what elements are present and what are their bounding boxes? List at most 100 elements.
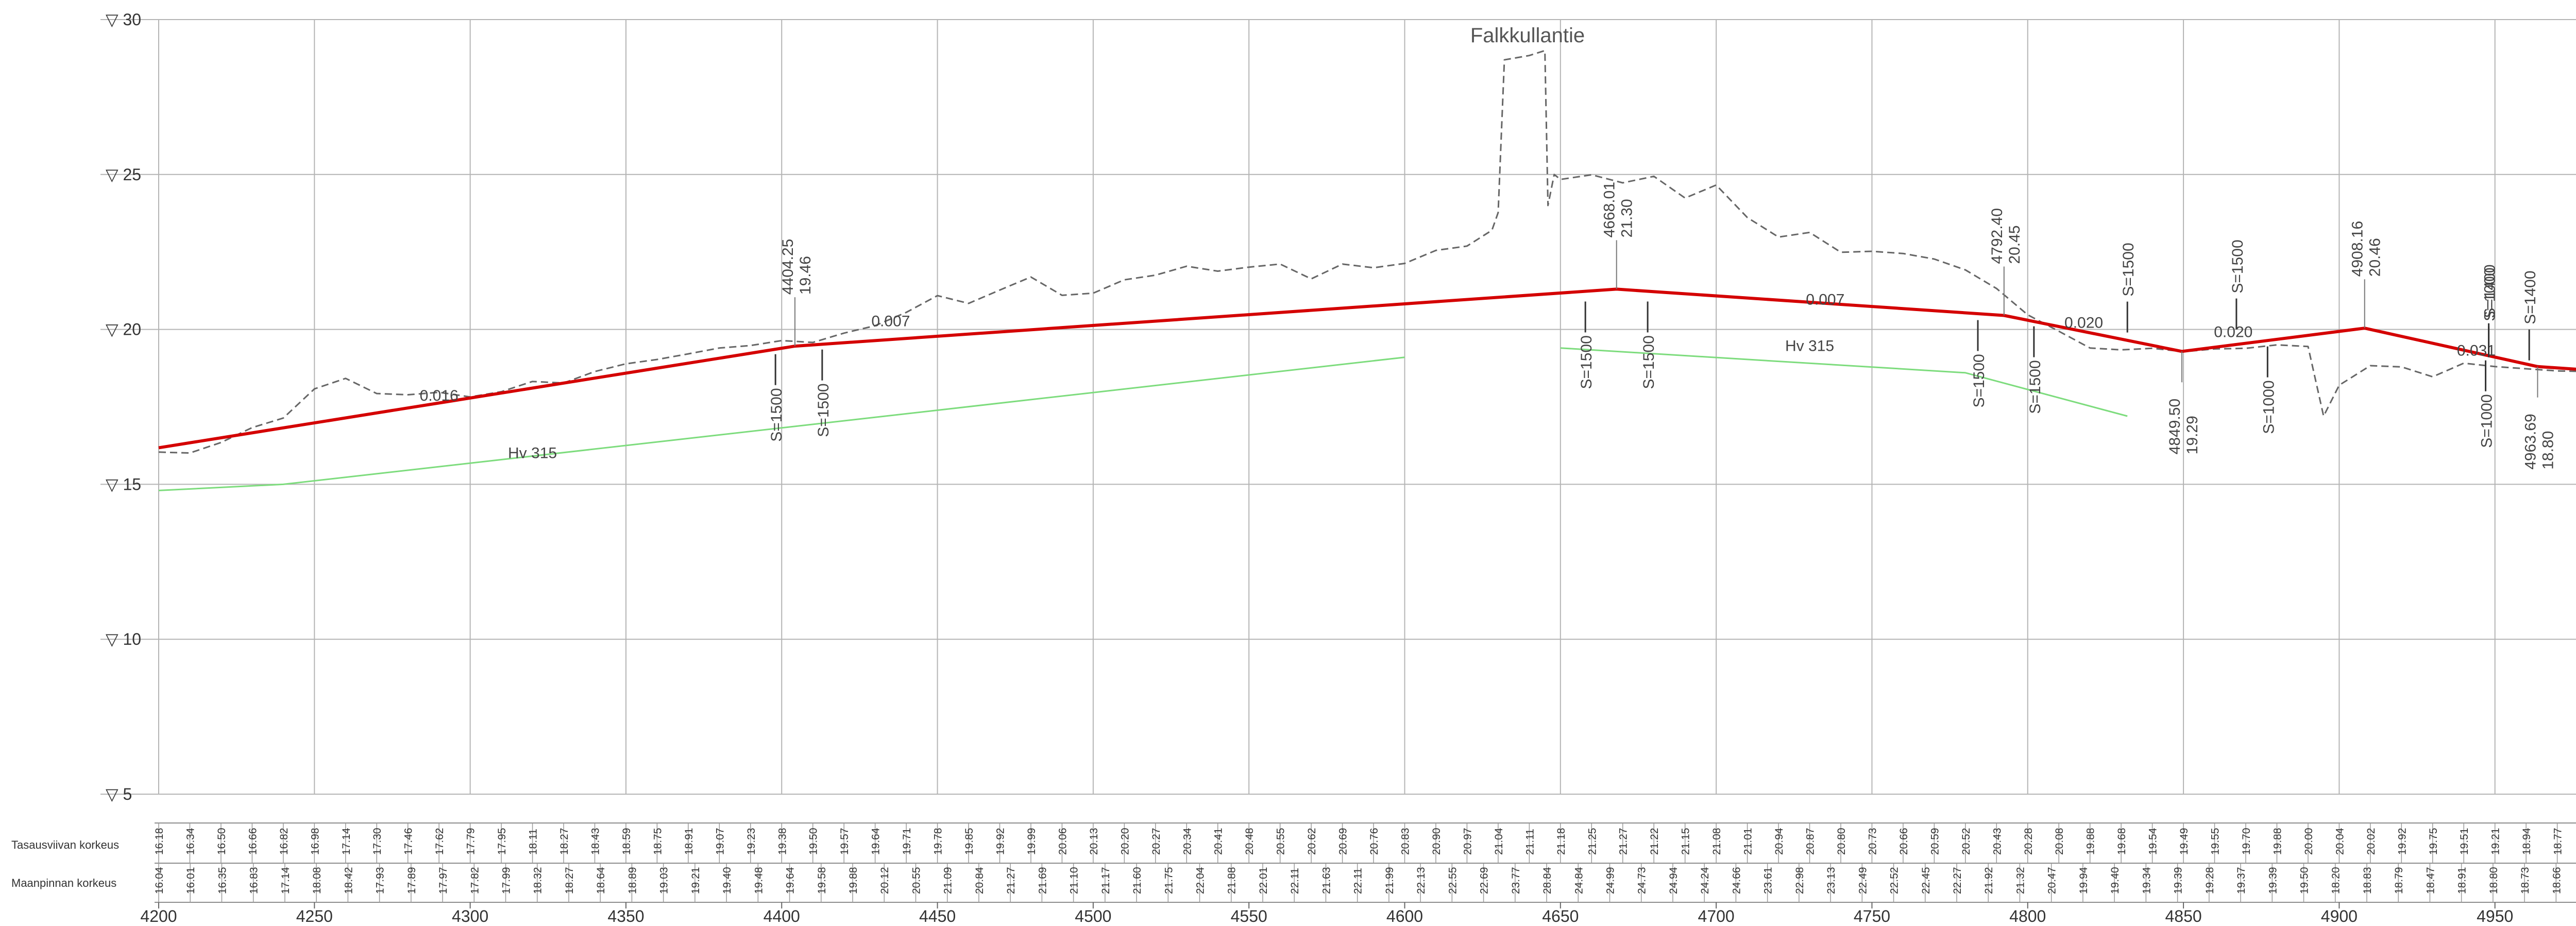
table-cell-tasausviiva: 20.41	[1213, 828, 1225, 855]
table-cell-maanpinta: 20.84	[974, 867, 986, 894]
table-cell-maanpinta: 22.11	[1289, 868, 1301, 894]
table-cell-tasausviiva: 20.28	[2023, 828, 2035, 855]
station-scale: 4200 4250 4300 4350 4400 4450 4500 4550 4600 4650…	[140, 902, 2513, 925]
table-cell-maanpinta: 22.49	[1857, 867, 1869, 894]
station-label: 4350	[607, 907, 644, 925]
table-cell-maanpinta: 22.27	[1952, 867, 1963, 894]
table-cell-maanpinta: 19.39	[2267, 867, 2279, 894]
table-cell-maanpinta: 24.24	[1699, 867, 1711, 894]
table-cell-maanpinta: 19.64	[785, 867, 796, 894]
table-cell-maanpinta: 22.01	[1258, 867, 1269, 894]
table-cell-tasausviiva: 19.71	[901, 828, 913, 855]
profile-lines	[158, 49, 2576, 491]
table-cell-tasausviiva: 20.52	[1960, 828, 1972, 855]
grade-label: 0.007	[1806, 291, 1844, 308]
table-cell-maanpinta: 16.35	[216, 867, 228, 894]
table-cell-tasausviiva: 19.68	[2116, 828, 2128, 855]
table-cell-maanpinta: 24.94	[1668, 867, 1680, 894]
table-cell-tasausviiva: 21.18	[1555, 828, 1567, 855]
table-cell-tasausviiva: 17.46	[403, 828, 415, 855]
radius-label: S=1500	[2229, 239, 2246, 293]
table-cell-maanpinta: 22.69	[1479, 867, 1490, 894]
table-cell-maanpinta: 23.13	[1825, 867, 1837, 894]
table-cell-maanpinta: 18.27	[564, 867, 575, 894]
station-label: 4200	[140, 907, 177, 925]
radius-label: S=1000	[2260, 380, 2277, 434]
table-cell-maanpinta: 22.04	[1195, 867, 1207, 894]
table-cell-tasausviiva: 21.22	[1649, 828, 1660, 855]
table-cell-tasausviiva: 20.66	[1898, 828, 1910, 855]
secondary-line-label: Hv 315	[508, 444, 557, 461]
table-cell-maanpinta: 19.03	[658, 867, 670, 894]
table-cell-tasausviiva: 17.79	[465, 828, 477, 855]
table-cell-maanpinta: 18.20	[2330, 867, 2342, 894]
table-cell-maanpinta: 18.47	[2425, 867, 2436, 894]
table-cell-maanpinta: 19.37	[2235, 867, 2247, 894]
vertex-height-label: 18.80	[2539, 431, 2556, 470]
table-cell-maanpinta: 19.40	[721, 867, 733, 894]
table-cell-maanpinta: 16.04	[154, 867, 165, 894]
table-cell-tasausviiva: 20.62	[1306, 828, 1318, 855]
table-cell-tasausviiva: 19.64	[870, 828, 882, 855]
table-cell-tasausviiva: 20.48	[1244, 828, 1256, 855]
table-cell-tasausviiva: 20.69	[1337, 828, 1349, 855]
table-cell-tasausviiva: 19.54	[2147, 828, 2159, 855]
table-cell-tasausviiva: 20.06	[1057, 828, 1069, 855]
table-cell-maanpinta: 21.17	[1100, 867, 1112, 894]
elevation-table: Tasausviivan korkeus Maanpinnan korkeus …	[11, 822, 2576, 903]
table-cell-tasausviiva: 19.88	[2085, 828, 2097, 855]
grid	[100, 19, 2576, 795]
table-cell-tasausviiva: 19.07	[714, 828, 726, 855]
table-cell-maanpinta: 19.28	[2204, 867, 2216, 894]
radius-label: S=1500	[2027, 360, 2044, 414]
table-cell-maanpinta: 22.13	[1415, 867, 1427, 894]
table-cell-maanpinta: 19.39	[2173, 867, 2184, 894]
vertex-station-label: 4792.40	[1989, 208, 2006, 264]
table-cell-maanpinta: 22.55	[1447, 867, 1459, 894]
table-cell-tasausviiva: 20.87	[1805, 828, 1817, 855]
vertex-height-label: 21.30	[1619, 199, 1636, 237]
station-label: 4800	[2009, 907, 2046, 925]
table-cell-maanpinta: 18.42	[343, 867, 354, 894]
elevation-label: ▽ 20	[106, 320, 141, 339]
table-cell-maanpinta: 18.64	[595, 867, 607, 894]
radius-label: S=1500	[1578, 335, 1595, 389]
table-cell-tasausviiva: 20.08	[2054, 828, 2065, 855]
station-label: 4400	[764, 907, 800, 925]
table-cell-tasausviiva: 19.75	[2428, 828, 2439, 855]
radius-label: S=1400	[2522, 270, 2539, 324]
elevation-label: ▽ 5	[106, 785, 132, 803]
table-cell-tasausviiva: 19.88	[2272, 828, 2283, 855]
table-cell-maanpinta: 21.60	[1131, 867, 1143, 894]
table-cell-maanpinta: 17.93	[375, 867, 386, 894]
table-cell-tasausviiva: 18.75	[652, 828, 664, 855]
vertex-station-label: 4908.16	[2349, 221, 2366, 277]
table-cell-maanpinta: 21.88	[1226, 867, 1238, 894]
table-cell-maanpinta: 20.12	[879, 867, 891, 894]
vertex-station-label: 4849.50	[2166, 399, 2183, 454]
table-cell-maanpinta: 17.99	[501, 867, 513, 894]
table-cell-tasausviiva: 20.04	[2334, 828, 2346, 855]
table-cell-tasausviiva: 16.98	[309, 828, 321, 855]
table-cell-tasausviiva: 20.55	[1275, 828, 1287, 855]
row-label-tasausviiva: Tasausviivan korkeus	[11, 838, 119, 851]
table-cell-maanpinta: 18.73	[2519, 867, 2531, 894]
table-cell-tasausviiva: 21.25	[1586, 828, 1598, 855]
table-cell-tasausviiva: 18.94	[2521, 828, 2533, 855]
table-cell-maanpinta: 19.50	[2298, 867, 2310, 894]
secondary-line	[158, 356, 1405, 491]
table-cell-tasausviiva: 21.27	[1618, 828, 1630, 855]
table-cell-tasausviiva: 20.59	[1929, 828, 1941, 855]
table-cell-tasausviiva: 19.70	[2241, 828, 2252, 855]
secondary-line-label: Hv 315	[1785, 338, 1834, 355]
station-label: 4450	[919, 907, 956, 925]
table-cell-maanpinta: 18.08	[311, 867, 323, 894]
table-cell-maanpinta: 24.66	[1731, 867, 1742, 894]
station-label: 4850	[2165, 907, 2201, 925]
table-cell-tasausviiva: 16.66	[247, 828, 259, 855]
station-label: 4250	[296, 907, 333, 925]
table-cell-tasausviiva: 18.27	[558, 828, 570, 855]
table-cell-maanpinta: 21.63	[1320, 867, 1332, 894]
table-cell-tasausviiva: 19.23	[745, 828, 757, 855]
table-cell-maanpinta: 24.99	[1604, 867, 1616, 894]
